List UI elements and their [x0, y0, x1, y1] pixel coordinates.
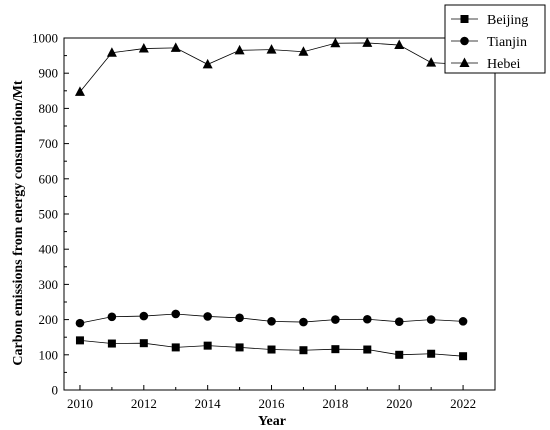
y-tick-label: 1000 — [32, 31, 58, 46]
data-point-tianjin — [458, 317, 468, 326]
data-point-tianjin — [75, 318, 85, 328]
data-point-tianjin — [107, 312, 117, 322]
data-point-beijing — [107, 339, 116, 348]
data-point-hebei — [298, 46, 309, 56]
data-point-tianjin — [235, 313, 244, 323]
data-point-tianjin — [394, 317, 404, 327]
data-point-beijing — [139, 339, 148, 348]
legend-marker-beijing — [460, 15, 469, 23]
legend-marker-tianjin — [460, 36, 469, 46]
legend-marker-hebei — [459, 57, 470, 67]
series-tianjin — [75, 309, 468, 328]
y-tick-label: 900 — [39, 66, 59, 81]
x-tick-label: 2018 — [322, 396, 348, 411]
x-tick-label: 2014 — [195, 396, 222, 411]
data-point-hebei — [74, 86, 85, 96]
x-tick-label: 2022 — [450, 396, 476, 411]
data-point-tianjin — [171, 309, 181, 319]
x-tick-label: 2010 — [67, 396, 93, 411]
data-point-tianjin — [331, 315, 340, 324]
data-point-beijing — [363, 345, 372, 354]
x-tick-label: 2016 — [259, 396, 286, 411]
data-point-beijing — [427, 349, 436, 358]
series-layer — [74, 37, 469, 361]
y-tick-label: 200 — [39, 312, 59, 327]
axes: 0 100 200 300 400 500 600 700 800 900 1000 2010 2012… — [32, 31, 496, 411]
legend-label-beijing: Beijing — [487, 13, 528, 28]
data-point-hebei — [426, 57, 437, 67]
data-point-tianjin — [362, 314, 372, 324]
data-point-beijing — [267, 345, 276, 354]
data-point-tianjin — [299, 317, 308, 327]
data-point-hebei — [202, 58, 213, 69]
data-point-hebei — [266, 44, 277, 54]
y-tick-label: 300 — [39, 277, 59, 292]
data-point-tianjin — [139, 311, 149, 321]
x-axis-title: Year — [258, 414, 286, 429]
x-tick-label: 2012 — [131, 396, 157, 411]
y-tick-label: 500 — [39, 207, 59, 222]
data-point-beijing — [171, 343, 180, 352]
legend-label-hebei: Hebei — [487, 57, 521, 72]
data-point-hebei — [394, 39, 405, 50]
data-point-hebei — [234, 44, 245, 55]
series-hebei — [74, 37, 469, 96]
y-axis-title: Carbon emissions from energy consumption… — [11, 80, 26, 366]
series-beijing — [75, 336, 468, 361]
y-tick-label: 0 — [52, 383, 59, 398]
legend: Beijing Tianjin Hebei — [444, 4, 546, 74]
data-point-beijing — [235, 343, 244, 352]
data-point-beijing — [299, 346, 308, 355]
data-point-beijing — [203, 341, 212, 350]
plot-frame — [63, 37, 496, 391]
data-point-tianjin — [203, 312, 212, 321]
y-tick-label: 400 — [39, 242, 59, 257]
data-point-beijing — [395, 350, 404, 359]
data-point-beijing — [459, 352, 468, 361]
data-point-hebei — [362, 37, 373, 47]
data-point-beijing — [331, 345, 340, 354]
data-point-tianjin — [267, 317, 276, 326]
data-point-beijing — [75, 336, 84, 345]
x-tick-label: 2020 — [386, 396, 412, 411]
y-tick-label: 600 — [39, 171, 59, 186]
data-point-hebei — [330, 37, 341, 48]
data-point-hebei — [106, 47, 117, 57]
data-point-hebei — [138, 43, 149, 53]
y-tick-label: 800 — [39, 101, 59, 116]
legend-label-tianjin: Tianjin — [487, 35, 527, 50]
data-point-tianjin — [426, 315, 436, 324]
y-tick-label: 700 — [39, 136, 59, 151]
y-tick-label: 100 — [39, 347, 59, 362]
data-point-hebei — [170, 42, 181, 52]
